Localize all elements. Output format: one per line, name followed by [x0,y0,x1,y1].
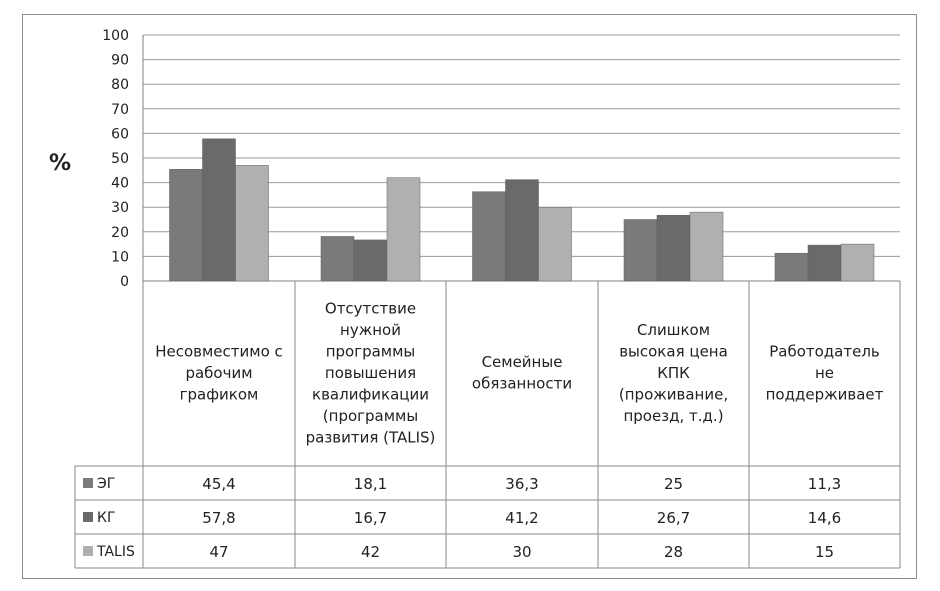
category-label: не [815,364,834,382]
legend-label: TALIS [96,544,135,560]
bar-эг-3 [623,219,658,282]
bar-кг-3 [656,215,691,282]
y-tick-label: 40 [111,176,129,192]
y-tick-label: 90 [111,53,129,69]
category-label: Отсутствие [325,299,416,317]
y-tick-label: 80 [111,77,129,93]
bar-кг-0 [202,138,236,282]
chart-frame [22,14,917,579]
y-tick-label: 60 [111,126,129,142]
category-label: Несовместимо с [155,342,283,360]
legend-label: ЭГ [97,476,115,492]
category-label: графиком [180,385,259,403]
table-value: 26,7 [657,509,690,527]
legend-swatch-эг [83,478,93,488]
bar-talis-4 [840,243,875,282]
table-value: 45,4 [202,475,235,493]
category-label: развития (TALIS) [306,428,436,446]
table-value: 42 [361,543,380,561]
bar-talis-3 [689,211,724,282]
legend-label: КГ [97,510,115,526]
category-label: поддерживает [766,385,884,403]
table-value: 16,7 [354,509,387,527]
bar-talis-1 [386,177,421,282]
table-value: 28 [664,543,683,561]
bar-кг-1 [353,239,388,282]
category-label: (программы [323,407,418,425]
category-label: (проживание, [619,385,728,403]
table-value: 11,3 [808,475,841,493]
y-tick-label: 0 [120,274,129,290]
bar-talis-0 [235,165,269,282]
table-value: 25 [664,475,683,493]
bar-эг-1 [320,236,355,282]
category-label: нужной [340,321,401,339]
y-axis-title: % [49,151,71,176]
table-value: 36,3 [505,475,538,493]
y-tick-label: 10 [111,249,129,265]
bar-эг-2 [472,191,506,282]
bar-кг-4 [807,244,842,282]
table-value: 30 [512,543,531,561]
bars [169,138,875,282]
bar-эг-4 [774,252,809,282]
table-value: 57,8 [202,509,235,527]
y-tick-label: 50 [111,151,129,167]
table-value: 47 [209,543,228,561]
category-label: высокая цена [619,342,728,360]
y-tick-label: 100 [102,28,129,44]
bar-эг-0 [169,169,203,282]
category-label: Слишком [637,321,710,339]
category-label: обязанности [472,375,572,393]
category-label: Работодатель [769,342,880,360]
category-label: квалификации [312,385,429,403]
y-tick-label: 20 [111,225,129,241]
legend-swatch-talis [83,546,93,556]
category-label: программы [326,342,416,360]
bar-кг-2 [505,179,539,282]
y-tick-label: 70 [111,102,129,118]
category-label: Семейные [482,353,563,371]
legend-swatch-кг [83,512,93,522]
category-label: рабочим [185,364,252,382]
category-label: повышения [325,364,416,382]
table-value: 18,1 [354,475,387,493]
table-value: 15 [815,543,834,561]
y-tick-label: 30 [111,200,129,216]
table-value: 14,6 [808,509,841,527]
category-label: КПК [657,364,690,382]
table-value: 41,2 [505,509,538,527]
category-label: проезд, т.д.) [623,407,723,425]
bar-talis-2 [538,206,572,282]
data-table: Несовместимо с рабочим графиком Отсутствие н… [74,281,901,569]
